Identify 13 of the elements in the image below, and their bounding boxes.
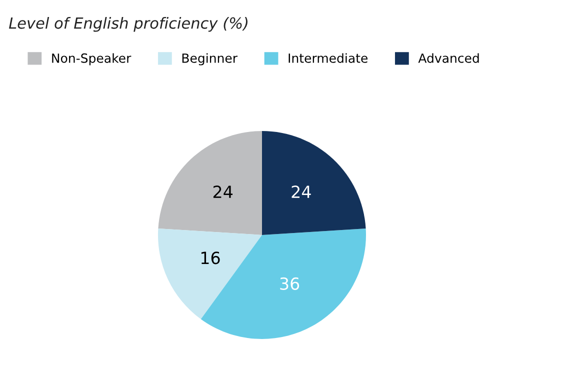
legend-label: Non-Speaker (52, 53, 132, 66)
legend-label: Advanced (418, 53, 479, 63)
pie-slice (200, 228, 366, 339)
chart-title: Level of English proficiency (%) (8, 17, 248, 32)
pie-slice (262, 131, 366, 235)
legend-label: Intermediate (288, 53, 368, 63)
data-label: 36 (280, 277, 300, 290)
data-label: 24 (213, 186, 233, 198)
pie-slice (158, 228, 262, 320)
data-label: 24 (292, 186, 311, 198)
legend-label: Beginner (182, 53, 238, 66)
data-label: 16 (201, 252, 220, 264)
pie-slice (158, 131, 262, 235)
